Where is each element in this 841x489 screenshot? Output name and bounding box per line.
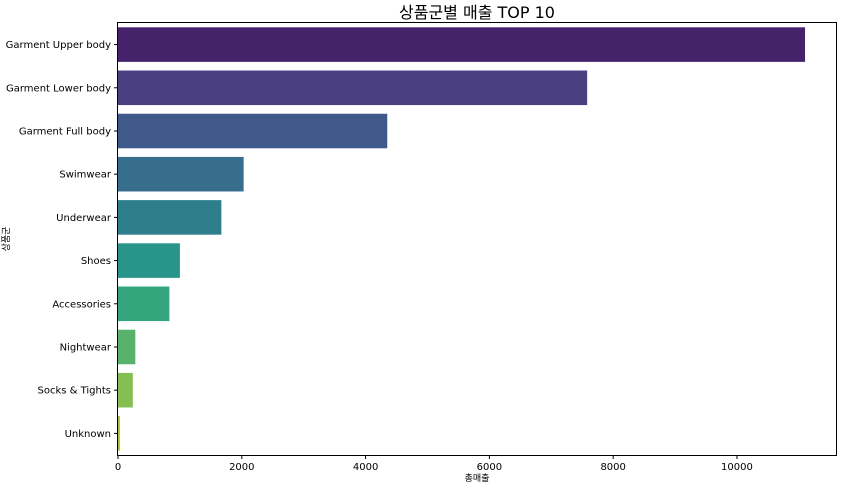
x-tick-label-4: 8000 (600, 462, 625, 473)
bar-7 (118, 329, 136, 365)
bar-0 (118, 27, 806, 62)
y-tick-label-6: Accessories (52, 299, 111, 310)
x-tick-label-1: 2000 (229, 462, 254, 473)
bars (118, 27, 806, 451)
bar-5 (118, 243, 180, 278)
chart-title: 상품군별 매출 TOP 10 (399, 3, 555, 22)
y-tick-label-1: Garment Lower body (6, 83, 111, 94)
y-axis-label: 상품군 (1, 227, 12, 252)
y-tick-label-9: Unknown (65, 429, 111, 440)
plot-frame (117, 22, 837, 456)
x-tick-label-0: 0 (115, 462, 121, 473)
y-axis: Garment Upper body Garment Lower body Garm… (6, 40, 118, 440)
y-tick-label-0: Garment Upper body (6, 40, 111, 51)
x-axis: 0 2000 4000 6000 8000 10000 (115, 455, 753, 473)
y-tick-label-5: Shoes (81, 256, 111, 267)
y-tick-label-3: Swimwear (59, 170, 112, 181)
bar-3 (118, 156, 244, 192)
x-tick-label-3: 6000 (477, 462, 502, 473)
bar-2 (118, 113, 388, 149)
bar-9 (118, 416, 120, 451)
y-tick-label-4: Underwear (56, 213, 112, 224)
bar-4 (118, 200, 222, 235)
x-tick-label-5: 10000 (721, 462, 753, 473)
x-axis-label: 총매출 (465, 473, 490, 484)
y-tick-label-2: Garment Full body (19, 127, 111, 138)
y-tick-label-8: Socks & Tights (37, 386, 111, 397)
y-tick-label-7: Nightwear (60, 343, 112, 354)
x-tick-label-2: 4000 (353, 462, 378, 473)
bar-8 (118, 372, 133, 408)
bar-6 (118, 286, 170, 322)
bar-1 (118, 70, 588, 106)
